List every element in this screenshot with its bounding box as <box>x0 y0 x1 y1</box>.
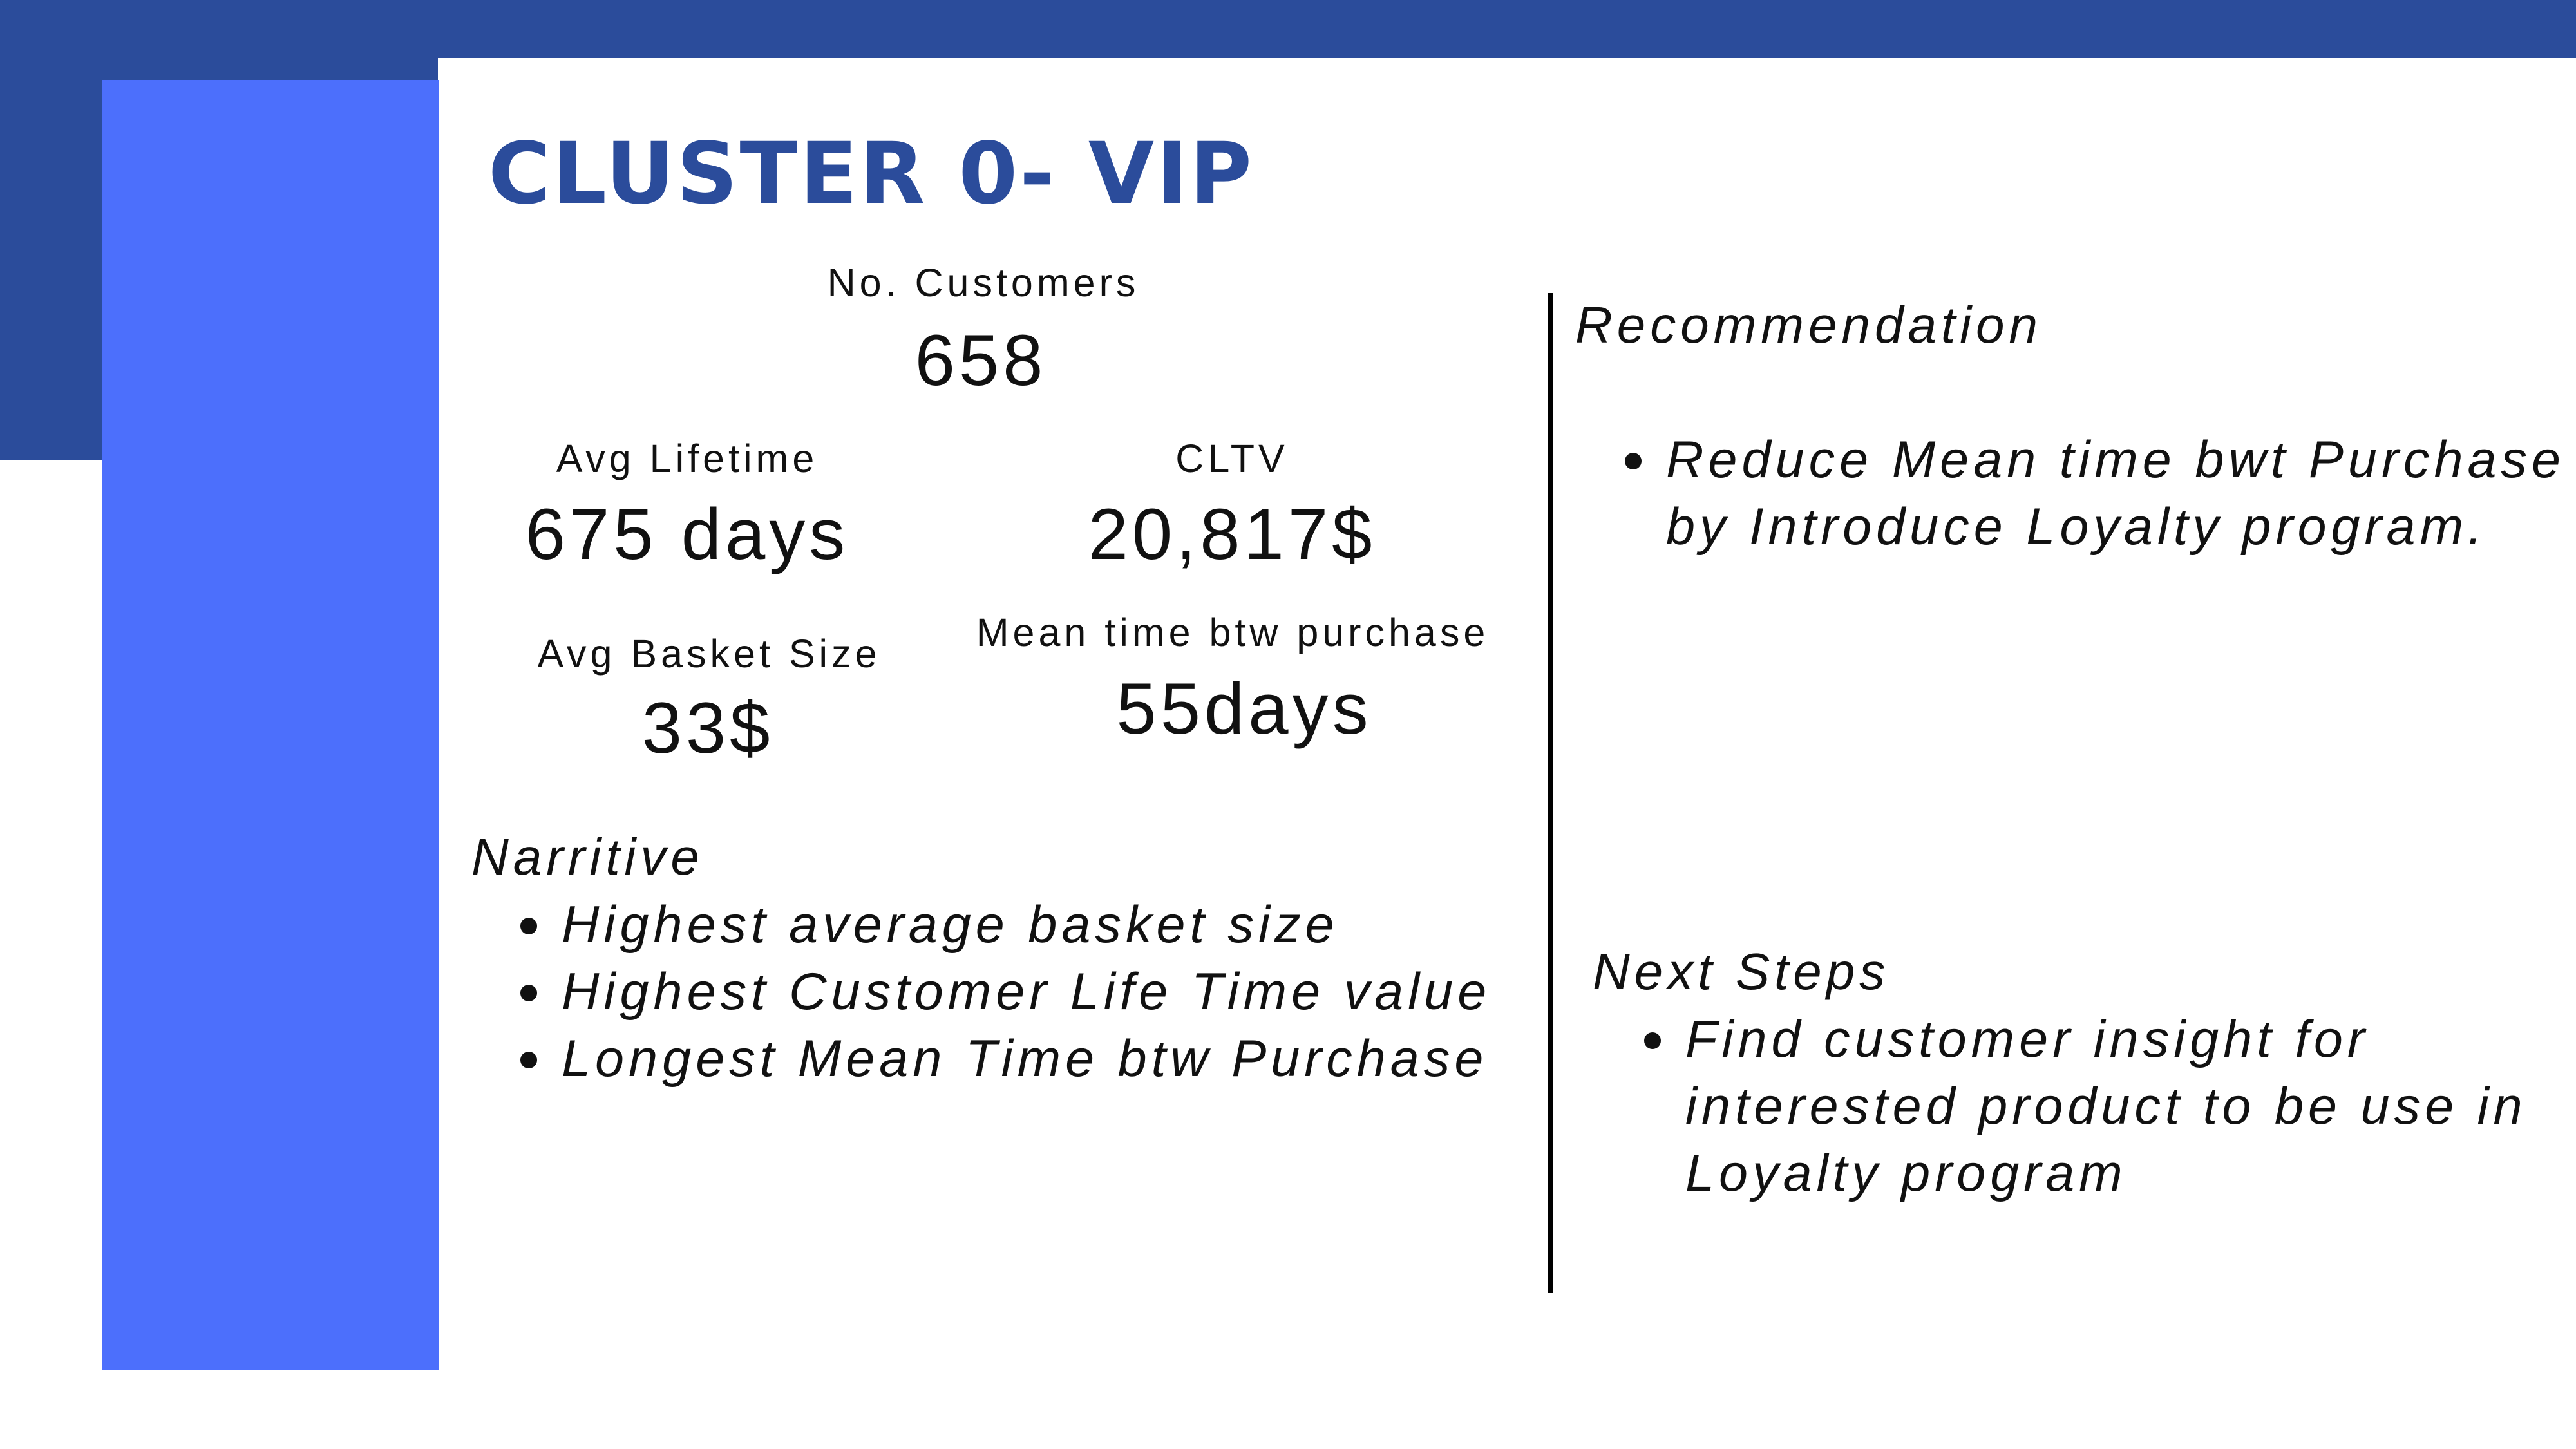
narrative-item: Highest Customer Life Time value <box>515 958 1491 1025</box>
next-steps-item: Find customer insight for interested pro… <box>1639 1006 2527 1207</box>
narrative-item: Highest average basket size <box>515 891 1491 958</box>
mean-time-label: Mean time btw purchase <box>976 611 1490 654</box>
recommendation-item: Reduce Mean time bwt Purchase by Introdu… <box>1620 426 2565 560</box>
recommendation-item-line: by Introduce Loyalty program. <box>1666 498 2487 556</box>
bullet-dot-icon <box>520 985 537 1001</box>
recommendation-heading: Recommendation <box>1575 296 2042 354</box>
next-steps-item-line: Find customer insight for <box>1685 1010 2369 1068</box>
slide-title: CLUSTER 0- VIP <box>488 124 1254 223</box>
avg-lifetime-value: 675 days <box>525 494 849 574</box>
narrative-item-text: Longest Mean Time btw Purchase <box>562 1030 1488 1088</box>
next-steps-item-line: Loyalty program <box>1685 1144 2127 1202</box>
mean-time-value: 55days <box>1116 668 1372 749</box>
avg-basket-size-value: 33$ <box>641 688 774 768</box>
narrative-item: Longest Mean Time btw Purchase <box>515 1025 1491 1092</box>
customers-label: No. Customers <box>827 261 1140 305</box>
avg-basket-size-label: Avg Basket Size <box>537 632 881 676</box>
narrative-heading: Narritive <box>471 828 704 886</box>
recommendation-item-line: Reduce Mean time bwt Purchase <box>1666 431 2566 489</box>
cltv-label: CLTV <box>1175 437 1289 480</box>
cltv-value: 20,817$ <box>1088 494 1376 574</box>
avg-lifetime-label: Avg Lifetime <box>556 437 819 480</box>
bullet-dot-icon <box>1644 1032 1661 1049</box>
recommendation-list: Reduce Mean time bwt Purchase by Introdu… <box>1620 426 2565 560</box>
bullet-dot-icon <box>520 918 537 934</box>
bullet-dot-icon <box>520 1052 537 1068</box>
bullet-dot-icon <box>1625 453 1642 469</box>
narrative-item-text: Highest Customer Life Time value <box>562 963 1492 1021</box>
next-steps-list: Find customer insight for interested pro… <box>1639 1006 2527 1207</box>
content-panel <box>438 58 2576 1449</box>
next-steps-heading: Next Steps <box>1593 943 1890 1000</box>
next-steps-item-line: interested product to be use in <box>1685 1077 2527 1135</box>
vertical-divider <box>1548 293 1553 1293</box>
narrative-item-text: Highest average basket size <box>562 896 1339 954</box>
accent-side-block <box>102 80 439 1370</box>
narrative-list: Highest average basket size Highest Cust… <box>515 891 1491 1092</box>
customers-value: 658 <box>914 320 1047 401</box>
